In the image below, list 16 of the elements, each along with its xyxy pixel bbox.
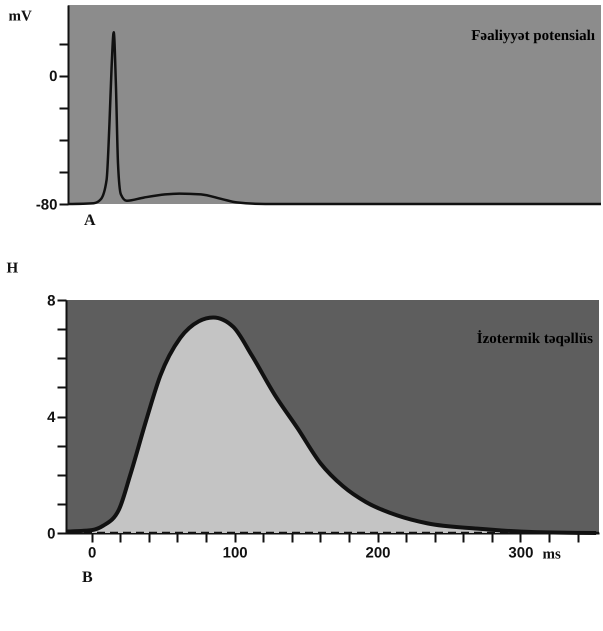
y-axis-title: mV <box>8 8 32 24</box>
text: A <box>84 212 96 229</box>
y-axis-title: H <box>6 260 18 276</box>
y-tick-label: 8 <box>47 292 56 310</box>
y-tick-label: 4 <box>47 409 56 426</box>
y-tick-label: 0 <box>49 68 58 86</box>
x-tick-label: 300 <box>508 544 534 562</box>
x-tick-label: 200 <box>365 544 391 562</box>
x-tick-label: 100 <box>222 544 248 562</box>
text: Fəaliyyət potensialı <box>471 28 595 44</box>
y-tick-label: 0 <box>47 526 56 542</box>
text: İzotermik təqəllüs <box>476 330 594 347</box>
x-axis-title: ms <box>542 546 561 562</box>
text: B <box>82 569 93 586</box>
y-tick-label: -80 <box>36 196 58 214</box>
x-tick-label: 0 <box>88 544 96 562</box>
